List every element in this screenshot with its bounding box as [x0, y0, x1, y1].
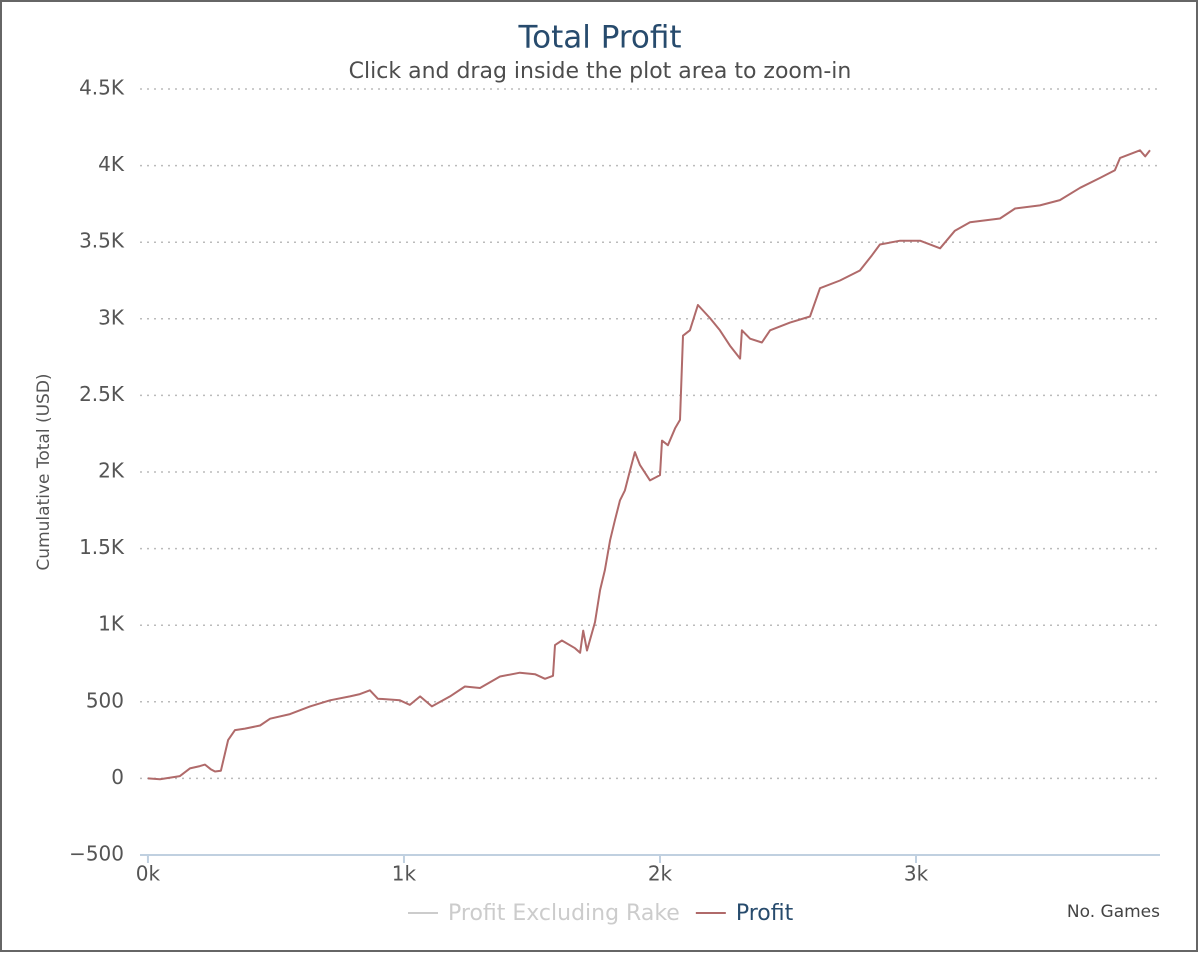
- x-tick-label: 0k: [136, 862, 161, 886]
- x-tick-label: 3k: [904, 862, 929, 886]
- legend-label[interactable]: Profit: [736, 901, 794, 926]
- y-axis-title: Cumulative Total (USD): [34, 373, 54, 570]
- y-tick-label: 4K: [98, 152, 125, 176]
- y-tick-label: 3K: [98, 305, 125, 329]
- y-tick-label: −500: [69, 842, 124, 866]
- y-tick-label: 500: [86, 688, 124, 712]
- y-tick-label: 2K: [98, 459, 125, 483]
- chart-subtitle: Click and drag inside the plot area to z…: [349, 59, 852, 84]
- y-tick-label: 0: [111, 765, 124, 789]
- chart-title: Total Profit: [517, 20, 681, 56]
- series-line: [147, 149, 1151, 781]
- y-tick-label: 3.5K: [79, 229, 125, 253]
- y-tick-label: 1.5K: [79, 535, 125, 559]
- legend-label[interactable]: Profit Excluding Rake: [448, 901, 680, 926]
- y-tick-label: 1K: [98, 612, 125, 636]
- x-tick-label: 2k: [648, 862, 673, 886]
- x-axis-title: No. Games: [1067, 902, 1160, 922]
- y-tick-label: 4.5K: [79, 76, 125, 100]
- x-tick-label: 1k: [392, 862, 417, 886]
- y-tick-label: 2.5K: [79, 382, 125, 406]
